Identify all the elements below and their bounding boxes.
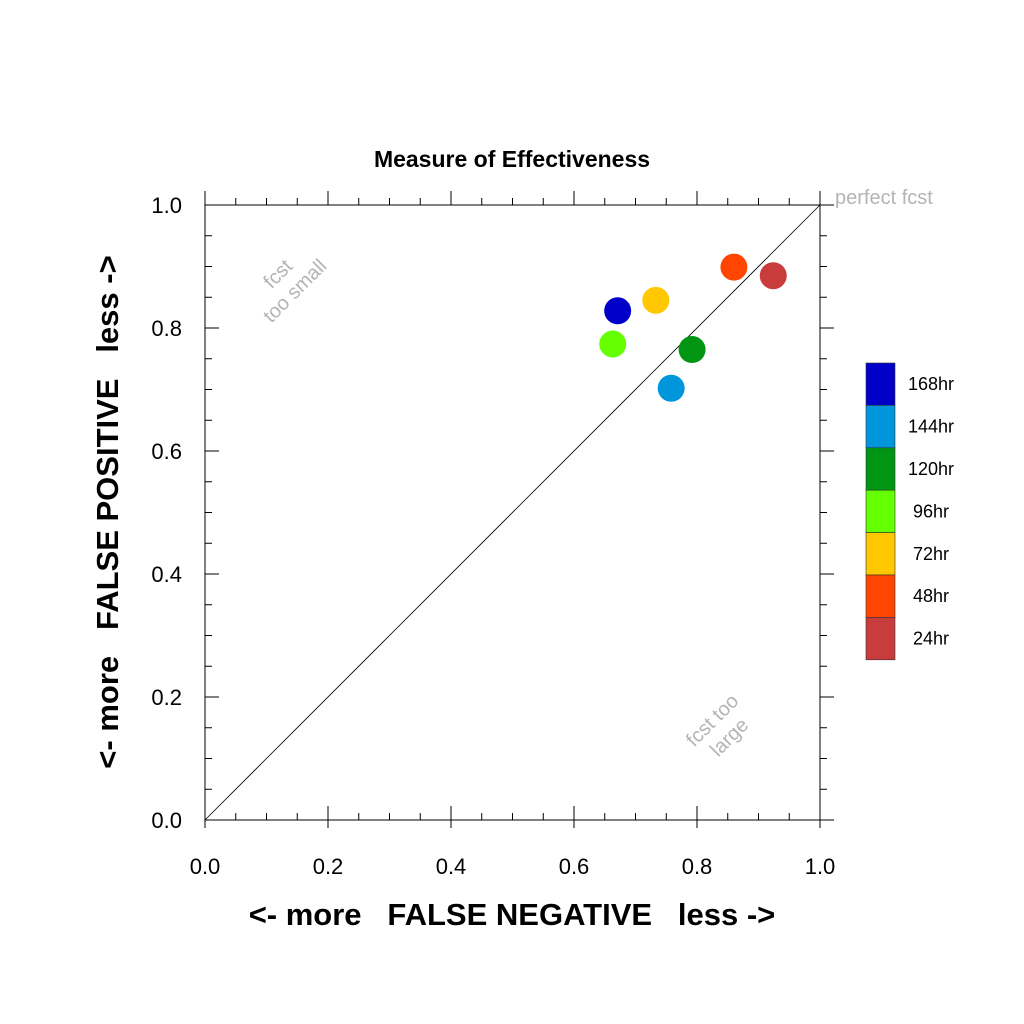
x-tick-label: 0.8 — [682, 854, 713, 879]
legend-swatch-24hr — [865, 617, 896, 661]
x-tick-label: 0.4 — [436, 854, 467, 879]
axis-ticks — [204, 191, 834, 828]
y-tick-label: 0.2 — [151, 685, 182, 710]
y-axis-label: <- more FALSE POSITIVE less -> — [90, 255, 125, 768]
x-tick-label: 0.6 — [559, 854, 590, 879]
y-tick-label: 0.0 — [151, 808, 182, 833]
legend-swatch-72hr — [865, 532, 896, 576]
legend-label-120hr: 120hr — [908, 459, 954, 479]
y-tick-label: 0.4 — [151, 562, 182, 587]
legend-swatch-96hr — [865, 489, 896, 533]
y-tick-label: 1.0 — [151, 193, 182, 218]
chart-title: Measure of Effectiveness — [374, 146, 650, 172]
x-tick-label: 0.2 — [313, 854, 344, 879]
x-tick-labels: 0.0 0.2 0.4 0.6 0.8 1.0 — [190, 854, 836, 879]
legend-label-96hr: 96hr — [913, 501, 949, 521]
legend-label-24hr: 24hr — [913, 629, 949, 649]
y-tick-labels: 0.0 0.2 0.4 0.6 0.8 1.0 — [151, 193, 182, 833]
legend-label-72hr: 72hr — [913, 544, 949, 564]
data-points — [599, 253, 787, 402]
point-24hr — [759, 262, 787, 290]
x-tick-label: 1.0 — [805, 854, 836, 879]
legend: 168hr 144hr 120hr 96hr 72hr 48hr 24hr — [865, 362, 954, 661]
legend-label-48hr: 48hr — [913, 586, 949, 606]
y-tick-label: 0.8 — [151, 316, 182, 341]
y-tick-label: 0.6 — [151, 439, 182, 464]
legend-swatch-48hr — [865, 574, 896, 618]
fcst-too-small-annotation: fcst too small — [259, 255, 331, 327]
point-72hr — [642, 286, 670, 314]
legend-swatch-120hr — [865, 447, 896, 491]
legend-swatch-144hr — [865, 405, 896, 449]
perfect-forecast-diagonal — [204, 204, 821, 821]
fcst-too-large-annotation: fcst too large — [682, 690, 753, 761]
point-48hr — [720, 253, 748, 281]
legend-label-144hr: 144hr — [908, 417, 954, 437]
legend-swatch-168hr — [865, 362, 896, 406]
point-144hr — [657, 374, 685, 402]
plot-area — [204, 191, 834, 828]
point-96hr — [599, 330, 627, 358]
legend-label-168hr: 168hr — [908, 374, 954, 394]
perfect-forecast-annotation: perfect fcst — [835, 187, 933, 209]
x-tick-label: 0.0 — [190, 854, 221, 879]
x-axis-label: <- more FALSE NEGATIVE less -> — [249, 897, 776, 932]
point-120hr — [678, 336, 706, 364]
point-168hr — [604, 297, 632, 325]
